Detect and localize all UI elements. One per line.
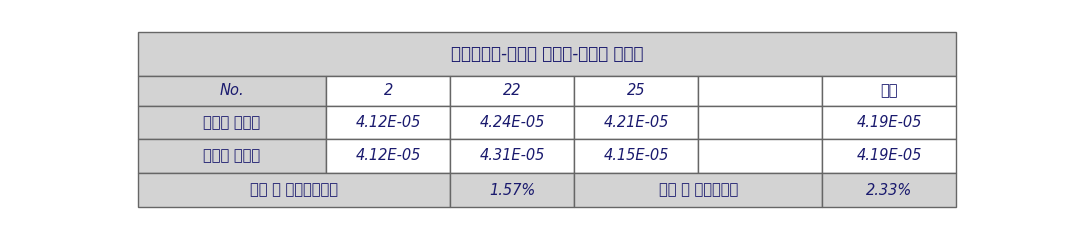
Bar (327, 139, 450, 173)
Bar (138, 173, 450, 207)
Bar (450, 76, 574, 106)
Bar (327, 106, 450, 139)
Text: 22: 22 (503, 83, 522, 98)
Text: 시험 전 비저항균일도: 시험 전 비저항균일도 (250, 182, 338, 197)
Text: 4.31E-05: 4.31E-05 (479, 149, 545, 164)
Bar (138, 32, 956, 76)
Text: 4.19E-05: 4.19E-05 (857, 115, 922, 130)
Bar (450, 173, 574, 207)
Text: 시험 후 저항균일도: 시험 후 저항균일도 (658, 182, 737, 197)
Text: 평균: 평균 (880, 83, 898, 98)
Bar (327, 76, 450, 106)
Text: 4.21E-05: 4.21E-05 (604, 115, 669, 130)
Text: 4.12E-05: 4.12E-05 (355, 149, 420, 164)
Bar (698, 139, 823, 173)
Bar (698, 76, 823, 106)
Bar (823, 139, 956, 173)
Text: 시험전 비저항: 시험전 비저항 (203, 115, 260, 130)
Bar (450, 106, 574, 139)
Text: 4.19E-05: 4.19E-05 (857, 149, 922, 164)
Text: 2: 2 (383, 83, 393, 98)
Bar (138, 139, 327, 173)
Bar (138, 76, 327, 106)
Text: 4.24E-05: 4.24E-05 (479, 115, 545, 130)
Text: 네패스완품-내침습 신뢰성-비저항 균일도: 네패스완품-내침습 신뢰성-비저항 균일도 (450, 45, 643, 63)
Text: 1.57%: 1.57% (489, 182, 536, 197)
Bar (823, 106, 956, 139)
Text: 2.33%: 2.33% (866, 182, 912, 197)
Bar (823, 173, 956, 207)
Bar (574, 139, 698, 173)
Text: No.: No. (220, 83, 244, 98)
Text: 4.12E-05: 4.12E-05 (355, 115, 420, 130)
Bar (574, 76, 698, 106)
Text: 25: 25 (627, 83, 646, 98)
Bar (574, 106, 698, 139)
Bar (823, 76, 956, 106)
Text: 4.15E-05: 4.15E-05 (604, 149, 669, 164)
Bar (450, 139, 574, 173)
Bar (698, 106, 823, 139)
Text: 시험후 비저항: 시험후 비저항 (203, 149, 260, 164)
Bar (574, 173, 823, 207)
Bar (138, 106, 327, 139)
